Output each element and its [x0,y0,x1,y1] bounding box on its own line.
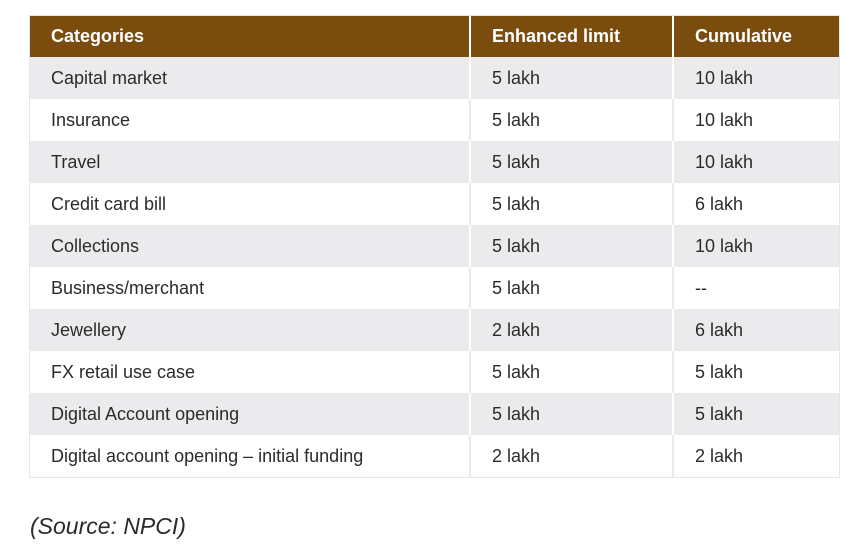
source-note: (Source: NPCI) [30,513,186,539]
cell-enhanced-limit: 2 lakh [470,435,674,477]
cell-enhanced-limit: 5 lakh [470,267,674,309]
cell-cumulative: 6 lakh [673,309,839,351]
cell-cumulative: 10 lakh [673,57,839,99]
limits-table-container: Categories Enhanced limit Cumulative Cap… [29,15,840,478]
cell-cumulative: 5 lakh [673,393,839,435]
table-row: Insurance 5 lakh 10 lakh [30,99,839,141]
cell-enhanced-limit: 5 lakh [470,393,674,435]
cell-category: Business/merchant [30,267,471,309]
table-row: Collections 5 lakh 10 lakh [30,225,839,267]
cell-enhanced-limit: 5 lakh [470,225,674,267]
limits-table: Categories Enhanced limit Cumulative Cap… [30,16,839,477]
cell-cumulative: 5 lakh [673,351,839,393]
cell-cumulative: 10 lakh [673,141,839,183]
cell-enhanced-limit: 2 lakh [470,309,674,351]
cell-category: Digital Account opening [30,393,471,435]
cell-cumulative: 2 lakh [673,435,839,477]
cell-category: Digital account opening – initial fundin… [30,435,471,477]
table-row: Capital market 5 lakh 10 lakh [30,57,839,99]
cell-cumulative: 10 lakh [673,99,839,141]
table-row: Credit card bill 5 lakh 6 lakh [30,183,839,225]
cell-cumulative: 6 lakh [673,183,839,225]
table-row: Digital Account opening 5 lakh 5 lakh [30,393,839,435]
cell-category: Travel [30,141,471,183]
cell-cumulative: 10 lakh [673,225,839,267]
cell-cumulative: -- [673,267,839,309]
table-row: Digital account opening – initial fundin… [30,435,839,477]
table-row: Travel 5 lakh 10 lakh [30,141,839,183]
cell-enhanced-limit: 5 lakh [470,99,674,141]
cell-enhanced-limit: 5 lakh [470,141,674,183]
cell-category: Insurance [30,99,471,141]
cell-category: Collections [30,225,471,267]
cell-enhanced-limit: 5 lakh [470,183,674,225]
header-categories: Categories [30,16,471,57]
cell-enhanced-limit: 5 lakh [470,57,674,99]
cell-category: Jewellery [30,309,471,351]
cell-enhanced-limit: 5 lakh [470,351,674,393]
table-row: Jewellery 2 lakh 6 lakh [30,309,839,351]
cell-category: Capital market [30,57,471,99]
cell-category: FX retail use case [30,351,471,393]
header-enhanced-limit: Enhanced limit [470,16,674,57]
table-row: Business/merchant 5 lakh -- [30,267,839,309]
table-row: FX retail use case 5 lakh 5 lakh [30,351,839,393]
header-cumulative: Cumulative [673,16,839,57]
cell-category: Credit card bill [30,183,471,225]
table-header-row: Categories Enhanced limit Cumulative [30,16,839,57]
